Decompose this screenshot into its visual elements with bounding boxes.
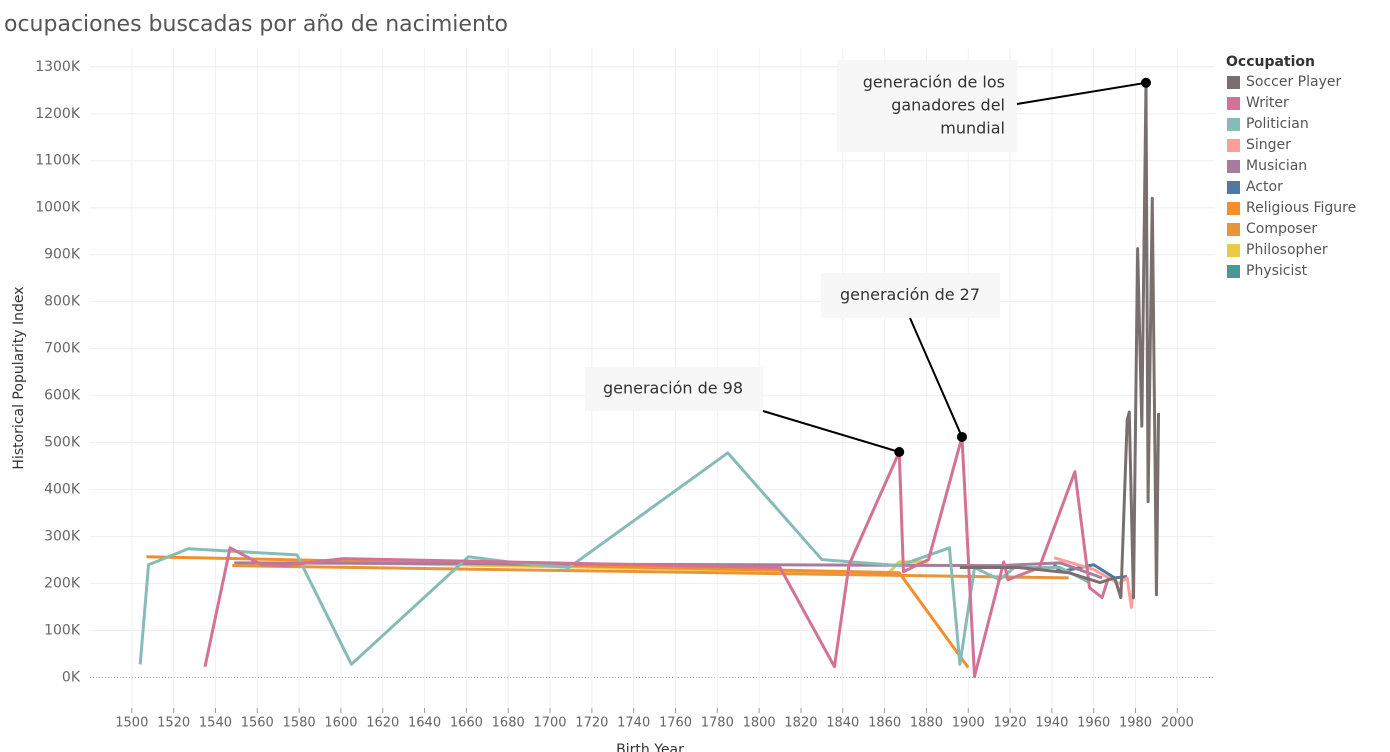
x-tick-label: 1500 <box>115 716 148 731</box>
legend-swatch <box>1227 76 1240 89</box>
y-tick-label: 100K <box>44 622 81 638</box>
annotation-line <box>1016 81 1147 105</box>
series-line <box>1052 563 1128 580</box>
annotation-text: ganadores del <box>891 96 1005 115</box>
y-tick-label: 600K <box>44 388 81 404</box>
y-tick-label: 700K <box>44 341 81 357</box>
legend-label: Writer <box>1246 95 1289 111</box>
x-tick-label: 1980 <box>1119 716 1152 731</box>
x-tick-label: 2000 <box>1161 716 1194 731</box>
series-line <box>203 435 1110 679</box>
y-tick-label: 1100K <box>35 153 81 169</box>
x-tick-label: 1640 <box>408 716 441 731</box>
annotation-box <box>585 367 763 411</box>
x-tick-label: 1580 <box>283 716 316 731</box>
y-tick-label: 400K <box>44 482 81 498</box>
x-tick-label: 1900 <box>952 716 985 731</box>
y-tick-label: 200K <box>44 576 81 592</box>
annotation-dot <box>956 431 967 442</box>
legend-swatch <box>1227 223 1240 236</box>
annotation-dot <box>894 446 905 457</box>
x-tick-label: 1840 <box>826 716 859 731</box>
annotation-text: generación de los <box>863 73 1005 92</box>
x-tick-label: 1540 <box>199 716 232 731</box>
legend-label: Actor <box>1246 179 1283 195</box>
x-tick-label: 1860 <box>868 716 901 731</box>
y-axis-label: Historical Popularity Index <box>11 286 27 469</box>
series-line <box>959 81 1161 600</box>
x-tick-label: 1800 <box>743 716 776 731</box>
chart-title: ocupaciones buscadas por año de nacimien… <box>4 12 508 37</box>
legend-label: Philosopher <box>1246 242 1328 258</box>
legend-swatch <box>1227 160 1240 173</box>
legend-title: Occupation <box>1226 54 1315 70</box>
x-tick-label: 1760 <box>659 716 692 731</box>
legend-label: Religious Figure <box>1246 200 1356 216</box>
x-tick-label: 1520 <box>157 716 190 731</box>
series-line <box>232 564 1069 580</box>
x-tick-label: 1620 <box>366 716 399 731</box>
annotation-box <box>837 60 1017 152</box>
annotation-text: generación de 27 <box>840 285 980 304</box>
x-tick-label: 1720 <box>575 716 608 731</box>
legend-label: Soccer Player <box>1246 74 1341 90</box>
legend-swatch <box>1227 118 1240 131</box>
y-tick-label: 500K <box>44 435 81 451</box>
legend-swatch <box>1227 202 1240 215</box>
series-line <box>138 451 1091 666</box>
x-tick-label: 1880 <box>910 716 943 731</box>
annotation-line <box>909 317 963 438</box>
legend-swatch <box>1227 181 1240 194</box>
annotation-line <box>762 410 900 453</box>
y-tick-label: 900K <box>44 247 81 263</box>
x-tick-label: 1700 <box>533 716 566 731</box>
legend-swatch <box>1227 244 1240 257</box>
x-tick-label: 1740 <box>617 716 650 731</box>
legend-swatch <box>1227 97 1240 110</box>
legend-label: Composer <box>1246 221 1317 237</box>
x-tick-label: 1940 <box>1035 716 1068 731</box>
x-tick-label: 1560 <box>241 716 274 731</box>
legend-label: Musician <box>1246 158 1307 174</box>
legend-label: Singer <box>1246 137 1291 153</box>
y-tick-label: 0K <box>62 669 81 685</box>
x-tick-label: 1920 <box>994 716 1027 731</box>
annotation-dot <box>1140 77 1151 88</box>
annotation-text: generación de 98 <box>603 379 743 398</box>
y-tick-label: 1000K <box>35 200 81 216</box>
y-tick-label: 800K <box>44 294 81 310</box>
x-tick-label: 1780 <box>701 716 734 731</box>
annotation-text: mundial <box>940 119 1005 138</box>
x-axis-label: Birth Year <box>616 742 684 752</box>
x-tick-label: 1820 <box>784 716 817 731</box>
annotation-box <box>821 273 1000 318</box>
x-tick-label: 1600 <box>324 716 357 731</box>
x-tick-label: 1680 <box>492 716 525 731</box>
y-tick-label: 1300K <box>35 59 81 75</box>
y-tick-label: 1200K <box>35 106 81 122</box>
legend-label: Politician <box>1246 116 1309 132</box>
x-tick-label: 1960 <box>1077 716 1110 731</box>
y-tick-label: 300K <box>44 529 81 545</box>
legend-swatch <box>1227 139 1240 152</box>
legend-swatch <box>1227 265 1240 278</box>
x-tick-label: 1660 <box>450 716 483 731</box>
legend-label: Physicist <box>1246 263 1308 279</box>
